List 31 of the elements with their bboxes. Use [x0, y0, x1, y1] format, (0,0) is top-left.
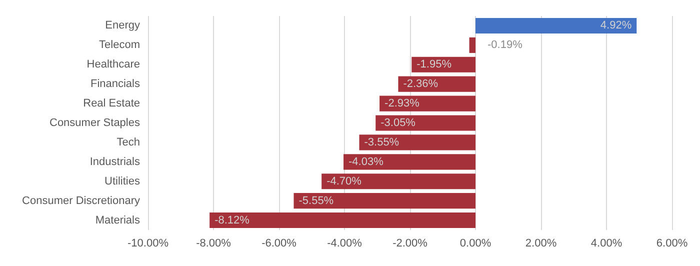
data-label: -2.93%	[384, 98, 420, 110]
y-tick-label: Utilities	[104, 175, 140, 188]
y-tick-label: Tech	[116, 136, 140, 148]
x-tick-label: 0.00%	[460, 238, 492, 250]
data-label: -4.70%	[326, 175, 362, 188]
x-tick-label: 4.00%	[590, 238, 622, 250]
x-tick-label: -2.00%	[392, 238, 428, 250]
y-tick-label: Materials	[95, 214, 140, 226]
x-tick-label: -8.00%	[196, 238, 232, 250]
x-tick-label: -4.00%	[327, 238, 362, 250]
x-tick-label: 6.00%	[656, 238, 688, 250]
y-tick-label: Industrials	[90, 156, 140, 168]
data-label: -5.55%	[298, 194, 334, 207]
x-tick-label: -10.00%	[128, 238, 169, 250]
data-label: -2.36%	[403, 78, 438, 90]
y-tick-label: Energy	[105, 20, 140, 32]
x-tick-label: -6.00%	[262, 238, 297, 250]
data-label: -8.12%	[214, 214, 250, 226]
x-tick-label: 2.00%	[525, 238, 557, 250]
data-label: -0.19%	[488, 39, 523, 52]
data-label: -3.05%	[380, 117, 416, 129]
y-tick-label: Healthcare	[86, 58, 140, 71]
y-tick-label: Financials	[90, 78, 140, 90]
data-label: -3.55%	[364, 136, 400, 148]
data-label: 4.92%	[600, 20, 632, 32]
y-tick-label: Consumer Discretionary	[22, 194, 140, 207]
data-label: -4.03%	[348, 156, 384, 168]
y-tick-label: Telecom	[99, 39, 140, 52]
data-label: -1.95%	[416, 58, 452, 71]
y-tick-label: Consumer Staples	[50, 117, 140, 129]
y-tick-label: Real Estate	[83, 98, 140, 110]
